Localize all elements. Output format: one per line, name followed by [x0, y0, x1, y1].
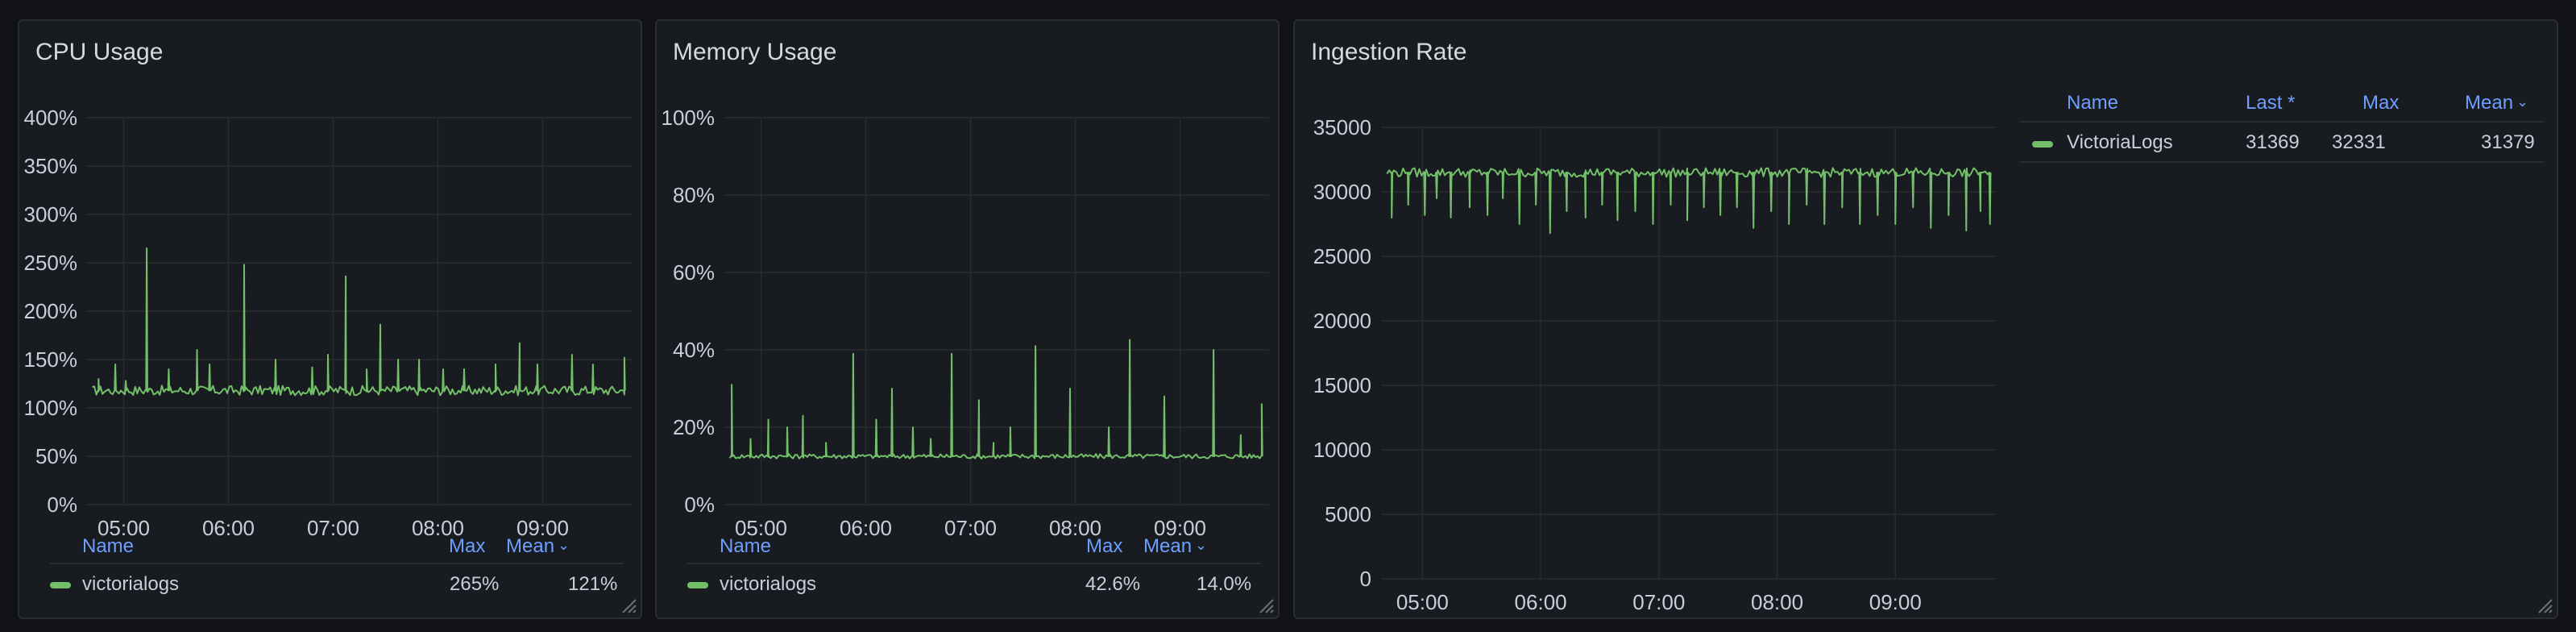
panel-title: Ingestion Rate: [1311, 39, 1467, 65]
y-tick-label: 200%: [24, 299, 78, 323]
y-tick-label: 250%: [24, 251, 78, 275]
series-line: [92, 247, 626, 397]
chevron-down-icon: ⌄: [558, 537, 570, 553]
chevron-down-icon: ⌄: [1195, 537, 1208, 553]
x-tick-label: 09:00: [516, 516, 569, 540]
legend-divider: [2020, 161, 2544, 163]
x-tick-label: 05:00: [1396, 590, 1449, 614]
y-tick-label: 20%: [673, 415, 715, 439]
y-tick-label: 50%: [35, 444, 77, 468]
y-tick-label: 35000: [1313, 115, 1371, 139]
legend-header-last[interactable]: Last *: [2246, 92, 2296, 114]
resize-handle-icon[interactable]: [1257, 597, 1275, 614]
legend-series-last: 31369: [2246, 131, 2300, 153]
x-tick-label: 07:00: [1632, 590, 1685, 614]
y-tick-label: 400%: [24, 106, 78, 130]
legend-header-max[interactable]: Max: [449, 535, 486, 557]
cpu-usage-chart[interactable]: 0% 50% 100% 150% 200% 250% 300% 350% 400% 05:00 06…: [19, 85, 641, 569]
legend-header-name[interactable]: Name: [720, 535, 772, 557]
y-tick-label: 40%: [673, 338, 715, 362]
y-tick-label: 5000: [1325, 502, 1371, 526]
y-tick-label: 0: [1360, 567, 1371, 591]
y-tick-label: 80%: [673, 183, 715, 207]
y-tick-label: 20000: [1313, 309, 1371, 333]
legend-header-mean-label: Mean: [1143, 535, 1193, 557]
x-tick-label: 05:00: [735, 516, 787, 540]
legend-series-mean: 31379: [2481, 131, 2535, 153]
x-tick-label: 06:00: [202, 516, 255, 540]
series-line: [1386, 167, 1992, 235]
panel-title: Memory Usage: [673, 39, 837, 65]
series-color-swatch: [2032, 141, 2053, 148]
resize-handle-icon[interactable]: [2536, 597, 2553, 614]
memory-usage-chart[interactable]: 0% 20% 40% 60% 80% 100% 05:00 06:00 07:00 08:00 09…: [657, 85, 1278, 569]
cpu-usage-panel: CPU Usage 0% 50% 100% 150% 200% 250% 300% 350% 4…: [18, 19, 642, 619]
y-tick-label: 30000: [1313, 180, 1371, 204]
chevron-down-icon: ⌄: [2516, 94, 2529, 110]
memory-usage-panel: Memory Usage 0% 20% 40% 60% 80% 100% 05:00 06:0…: [655, 19, 1280, 619]
x-tick-label: 09:00: [1154, 516, 1206, 540]
legend-header-max[interactable]: Max: [2362, 92, 2400, 114]
x-tick-label: 08:00: [412, 516, 464, 540]
legend-divider: [687, 563, 1261, 564]
y-tick-label: 25000: [1313, 244, 1371, 268]
legend-series-max: 32331: [2332, 131, 2386, 153]
legend-header-name[interactable]: Name: [2067, 92, 2119, 114]
x-tick-label: 08:00: [1049, 516, 1101, 540]
panel-title: CPU Usage: [35, 39, 164, 65]
legend-header-mean[interactable]: Mean ⌄: [1143, 535, 1207, 558]
y-tick-label: 100%: [662, 106, 716, 130]
ingestion-rate-chart[interactable]: 0 5000 10000 15000 20000 25000 30000 35000 05:00…: [1295, 85, 2020, 619]
legend-series-max: 265%: [450, 573, 500, 595]
x-tick-label: 06:00: [840, 516, 892, 540]
legend-series-name[interactable]: victorialogs: [82, 573, 180, 595]
x-tick-label: 06:00: [1515, 590, 1567, 614]
x-tick-label: 07:00: [944, 516, 997, 540]
y-tick-label: 100%: [24, 396, 78, 420]
legend-series-max: 42.6%: [1085, 573, 1141, 595]
legend-series-name[interactable]: victorialogs: [720, 573, 817, 595]
legend-header-max[interactable]: Max: [1086, 535, 1123, 557]
legend-divider: [50, 563, 624, 564]
legend-header-name[interactable]: Name: [82, 535, 135, 557]
resize-handle-icon[interactable]: [620, 597, 637, 614]
y-tick-label: 300%: [24, 202, 78, 227]
series-color-swatch: [687, 582, 708, 588]
legend-series-mean: 121%: [568, 573, 618, 595]
series-line: [728, 339, 1263, 459]
x-tick-label: 05:00: [97, 516, 150, 540]
x-tick-label: 07:00: [307, 516, 359, 540]
y-tick-label: 350%: [24, 154, 78, 178]
x-tick-label: 09:00: [1869, 590, 1922, 614]
y-tick-label: 150%: [24, 347, 78, 372]
legend-series-name[interactable]: VictoriaLogs: [2067, 131, 2173, 153]
legend-header-mean-label: Mean: [2465, 92, 2514, 114]
legend-header-mean[interactable]: Mean ⌄: [2465, 92, 2528, 114]
legend-divider: [2020, 121, 2544, 123]
y-tick-label: 10000: [1313, 438, 1371, 462]
y-tick-label: 15000: [1313, 373, 1371, 397]
legend-header-mean[interactable]: Mean ⌄: [506, 535, 570, 558]
x-tick-label: 08:00: [1751, 590, 1803, 614]
y-tick-label: 0%: [684, 493, 715, 517]
series-color-swatch: [50, 582, 71, 588]
ingestion-rate-panel: Ingestion Rate 0 5000 10000 15000 20000 25000…: [1293, 19, 2558, 619]
y-tick-label: 60%: [673, 260, 715, 285]
y-tick-label: 0%: [47, 493, 77, 517]
legend-series-mean: 14.0%: [1197, 573, 1252, 595]
legend-header-mean-label: Mean: [506, 535, 555, 557]
